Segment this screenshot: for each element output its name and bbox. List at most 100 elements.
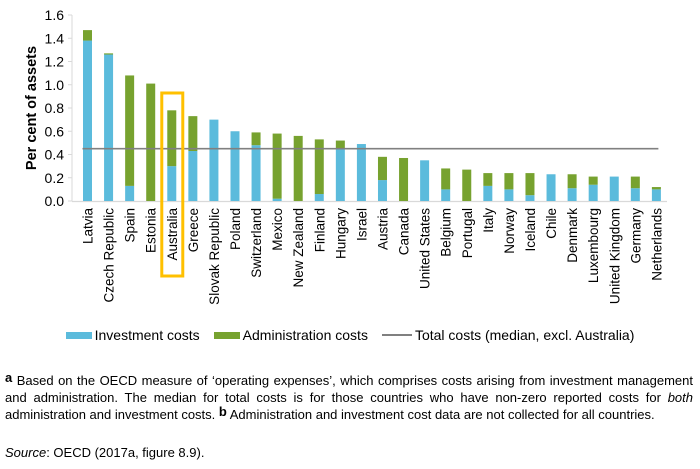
bar-investment-australia — [167, 166, 177, 201]
bar-administration-norway — [504, 173, 514, 190]
bar-administration-greece — [188, 116, 198, 152]
bar-administration-portugal — [462, 169, 472, 201]
bar-administration-iceland — [525, 173, 535, 196]
bar-investment-iceland — [525, 195, 535, 201]
y-tick-label: 0.0 — [45, 193, 65, 209]
x-axis-labels: Latvia Czech Republic Spain Estonia Australi… — [81, 208, 665, 305]
x-tick-label: Czech Republic — [102, 208, 117, 303]
bar-investment-latvia — [83, 40, 92, 202]
administration-swatch — [213, 331, 240, 339]
investment-swatch — [65, 331, 92, 339]
bar-administration-new-zealand — [293, 135, 303, 201]
legend-item-investment: Investment costs — [65, 327, 200, 343]
bar-investment-czech-republic — [104, 54, 114, 202]
bar-administration-denmark — [567, 174, 577, 189]
bar-administration-austria — [377, 156, 387, 181]
source-label: Source — [5, 445, 47, 460]
x-tick-label: Greece — [186, 208, 201, 252]
note-a-text-1: Based on the OECD measure of ‘operating … — [5, 373, 693, 405]
bar-administration-netherlands — [651, 187, 661, 190]
y-tick-label: 0.4 — [45, 147, 65, 163]
bar-investment-poland — [230, 131, 240, 201]
x-tick-label: Belgium — [439, 208, 454, 257]
x-tick-label: Iceland — [523, 208, 538, 252]
x-tick-label: United States — [418, 208, 433, 289]
bar-investment-slovak-republic — [209, 119, 219, 201]
bar-administration-finland — [314, 139, 324, 195]
x-tick-label: Australia — [165, 208, 180, 261]
bar-investment-belgium — [441, 189, 451, 201]
highlight-box-australia — [160, 91, 185, 278]
bar-investment-finland — [314, 194, 324, 201]
x-tick-label: Hungary — [333, 208, 348, 259]
bar-administration-switzerland — [251, 132, 261, 146]
legend: Investment costs Administration costs To… — [0, 327, 700, 343]
x-tick-label: Germany — [628, 208, 643, 264]
bar-administration-australia — [167, 110, 177, 167]
bar-investment-italy — [483, 185, 493, 201]
bar-investment-united-states — [420, 160, 430, 201]
bar-administration-mexico — [272, 133, 282, 199]
bar-administration-spain — [125, 75, 135, 186]
x-tick-label: Norway — [502, 208, 517, 254]
x-tick-label: Spain — [123, 208, 138, 243]
x-tick-label: Netherlands — [649, 208, 664, 281]
source-note: Source: OECD (2017a, figure 8.9). — [5, 445, 204, 460]
note-a-italic: both — [667, 390, 693, 405]
note-b-marker: b — [218, 404, 227, 419]
y-axis: 0.0 0.2 0.4 0.6 0.8 1.0 1.2 1.4 1.6 — [45, 7, 667, 209]
bar-investment-netherlands — [651, 189, 661, 201]
bar-investment-denmark — [567, 188, 577, 201]
bar-investment-hungary — [335, 148, 345, 201]
x-tick-label: Mexico — [270, 208, 285, 251]
x-tick-label: Portugal — [460, 208, 475, 258]
bar-investment-spain — [125, 185, 135, 201]
median-line-swatch — [381, 334, 412, 336]
x-tick-label: Israel — [354, 208, 369, 241]
bars — [82, 30, 661, 278]
x-tick-label: Italy — [481, 208, 496, 233]
legend-item-median: Total costs (median, excl. Australia) — [381, 327, 635, 343]
bar-administration-belgium — [441, 168, 451, 190]
bar-administration-canada — [399, 157, 409, 201]
x-tick-label: Denmark — [565, 208, 580, 263]
x-tick-label: United Kingdom — [607, 208, 622, 304]
bar-investment-united-kingdom — [609, 176, 619, 201]
legend-item-administration: Administration costs — [213, 327, 368, 343]
y-tick-label: 1.6 — [45, 7, 65, 23]
bar-administration-germany — [630, 176, 640, 189]
x-tick-label: Luxembourg — [586, 208, 601, 283]
x-tick-label: Latvia — [81, 208, 96, 245]
note-a-text-2: administration and investment costs. — [5, 407, 219, 422]
y-tick-label: 1.4 — [45, 30, 65, 46]
note-b-text: Administration and investment cost data … — [226, 407, 655, 422]
bar-investment-norway — [504, 189, 514, 201]
note-a-marker: a — [5, 370, 13, 385]
legend-label-investment: Investment costs — [94, 327, 200, 343]
legend-label-median: Total costs (median, excl. Australia) — [414, 327, 635, 343]
x-tick-label: Slovak Republic — [207, 208, 222, 305]
x-tick-label: Finland — [312, 208, 327, 252]
footnotes: a Based on the OECD measure of ‘operatin… — [5, 370, 693, 423]
bar-investment-mexico — [272, 198, 282, 201]
y-tick-label: 0.6 — [45, 123, 65, 139]
x-tick-label: Chile — [544, 208, 559, 239]
x-tick-label: New Zealand — [291, 208, 306, 288]
bar-administration-estonia — [146, 83, 156, 201]
x-tick-label: Switzerland — [249, 208, 264, 278]
y-tick-label: 1.2 — [45, 54, 65, 70]
y-tick-label: 1.0 — [45, 77, 65, 93]
bar-investment-switzerland — [251, 145, 261, 201]
y-tick-label: 0.8 — [45, 100, 65, 116]
bar-administration-hungary — [335, 140, 345, 149]
bar-investment-luxembourg — [588, 184, 598, 201]
bar-investment-austria — [377, 180, 387, 201]
x-tick-label: Estonia — [144, 208, 159, 254]
legend-label-administration: Administration costs — [242, 327, 368, 343]
y-tick-label: 0.2 — [45, 170, 65, 186]
bar-investment-greece — [188, 151, 198, 201]
x-tick-label: Poland — [228, 208, 243, 250]
bar-administration-italy — [483, 173, 493, 186]
bar-administration-czech-republic — [104, 53, 114, 55]
bar-investment-germany — [630, 188, 640, 201]
